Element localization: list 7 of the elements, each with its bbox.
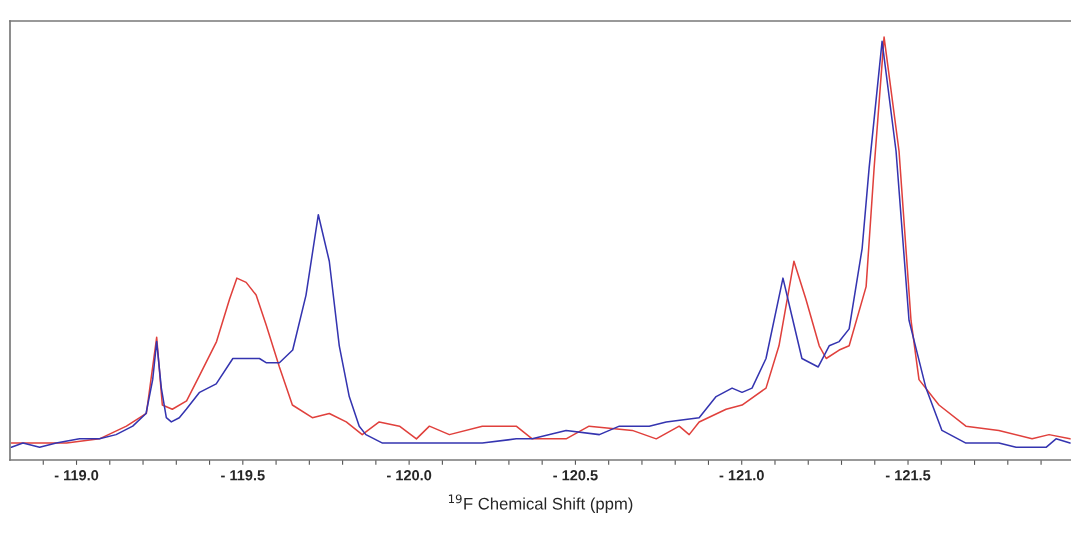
x-tick-label: - 119.5 <box>221 470 265 481</box>
x-tick-label: - 121.0 <box>719 470 764 481</box>
x-tick-label: - 119.0 <box>54 470 99 481</box>
x-tick-label: - 120.5 <box>553 470 598 481</box>
x-tick-label: - 121.5 <box>885 470 931 481</box>
x-axis-title: $^{19}$F Chemical Shift (ppm) <box>448 494 633 513</box>
x-tick-label: - 120.0 <box>386 470 432 481</box>
